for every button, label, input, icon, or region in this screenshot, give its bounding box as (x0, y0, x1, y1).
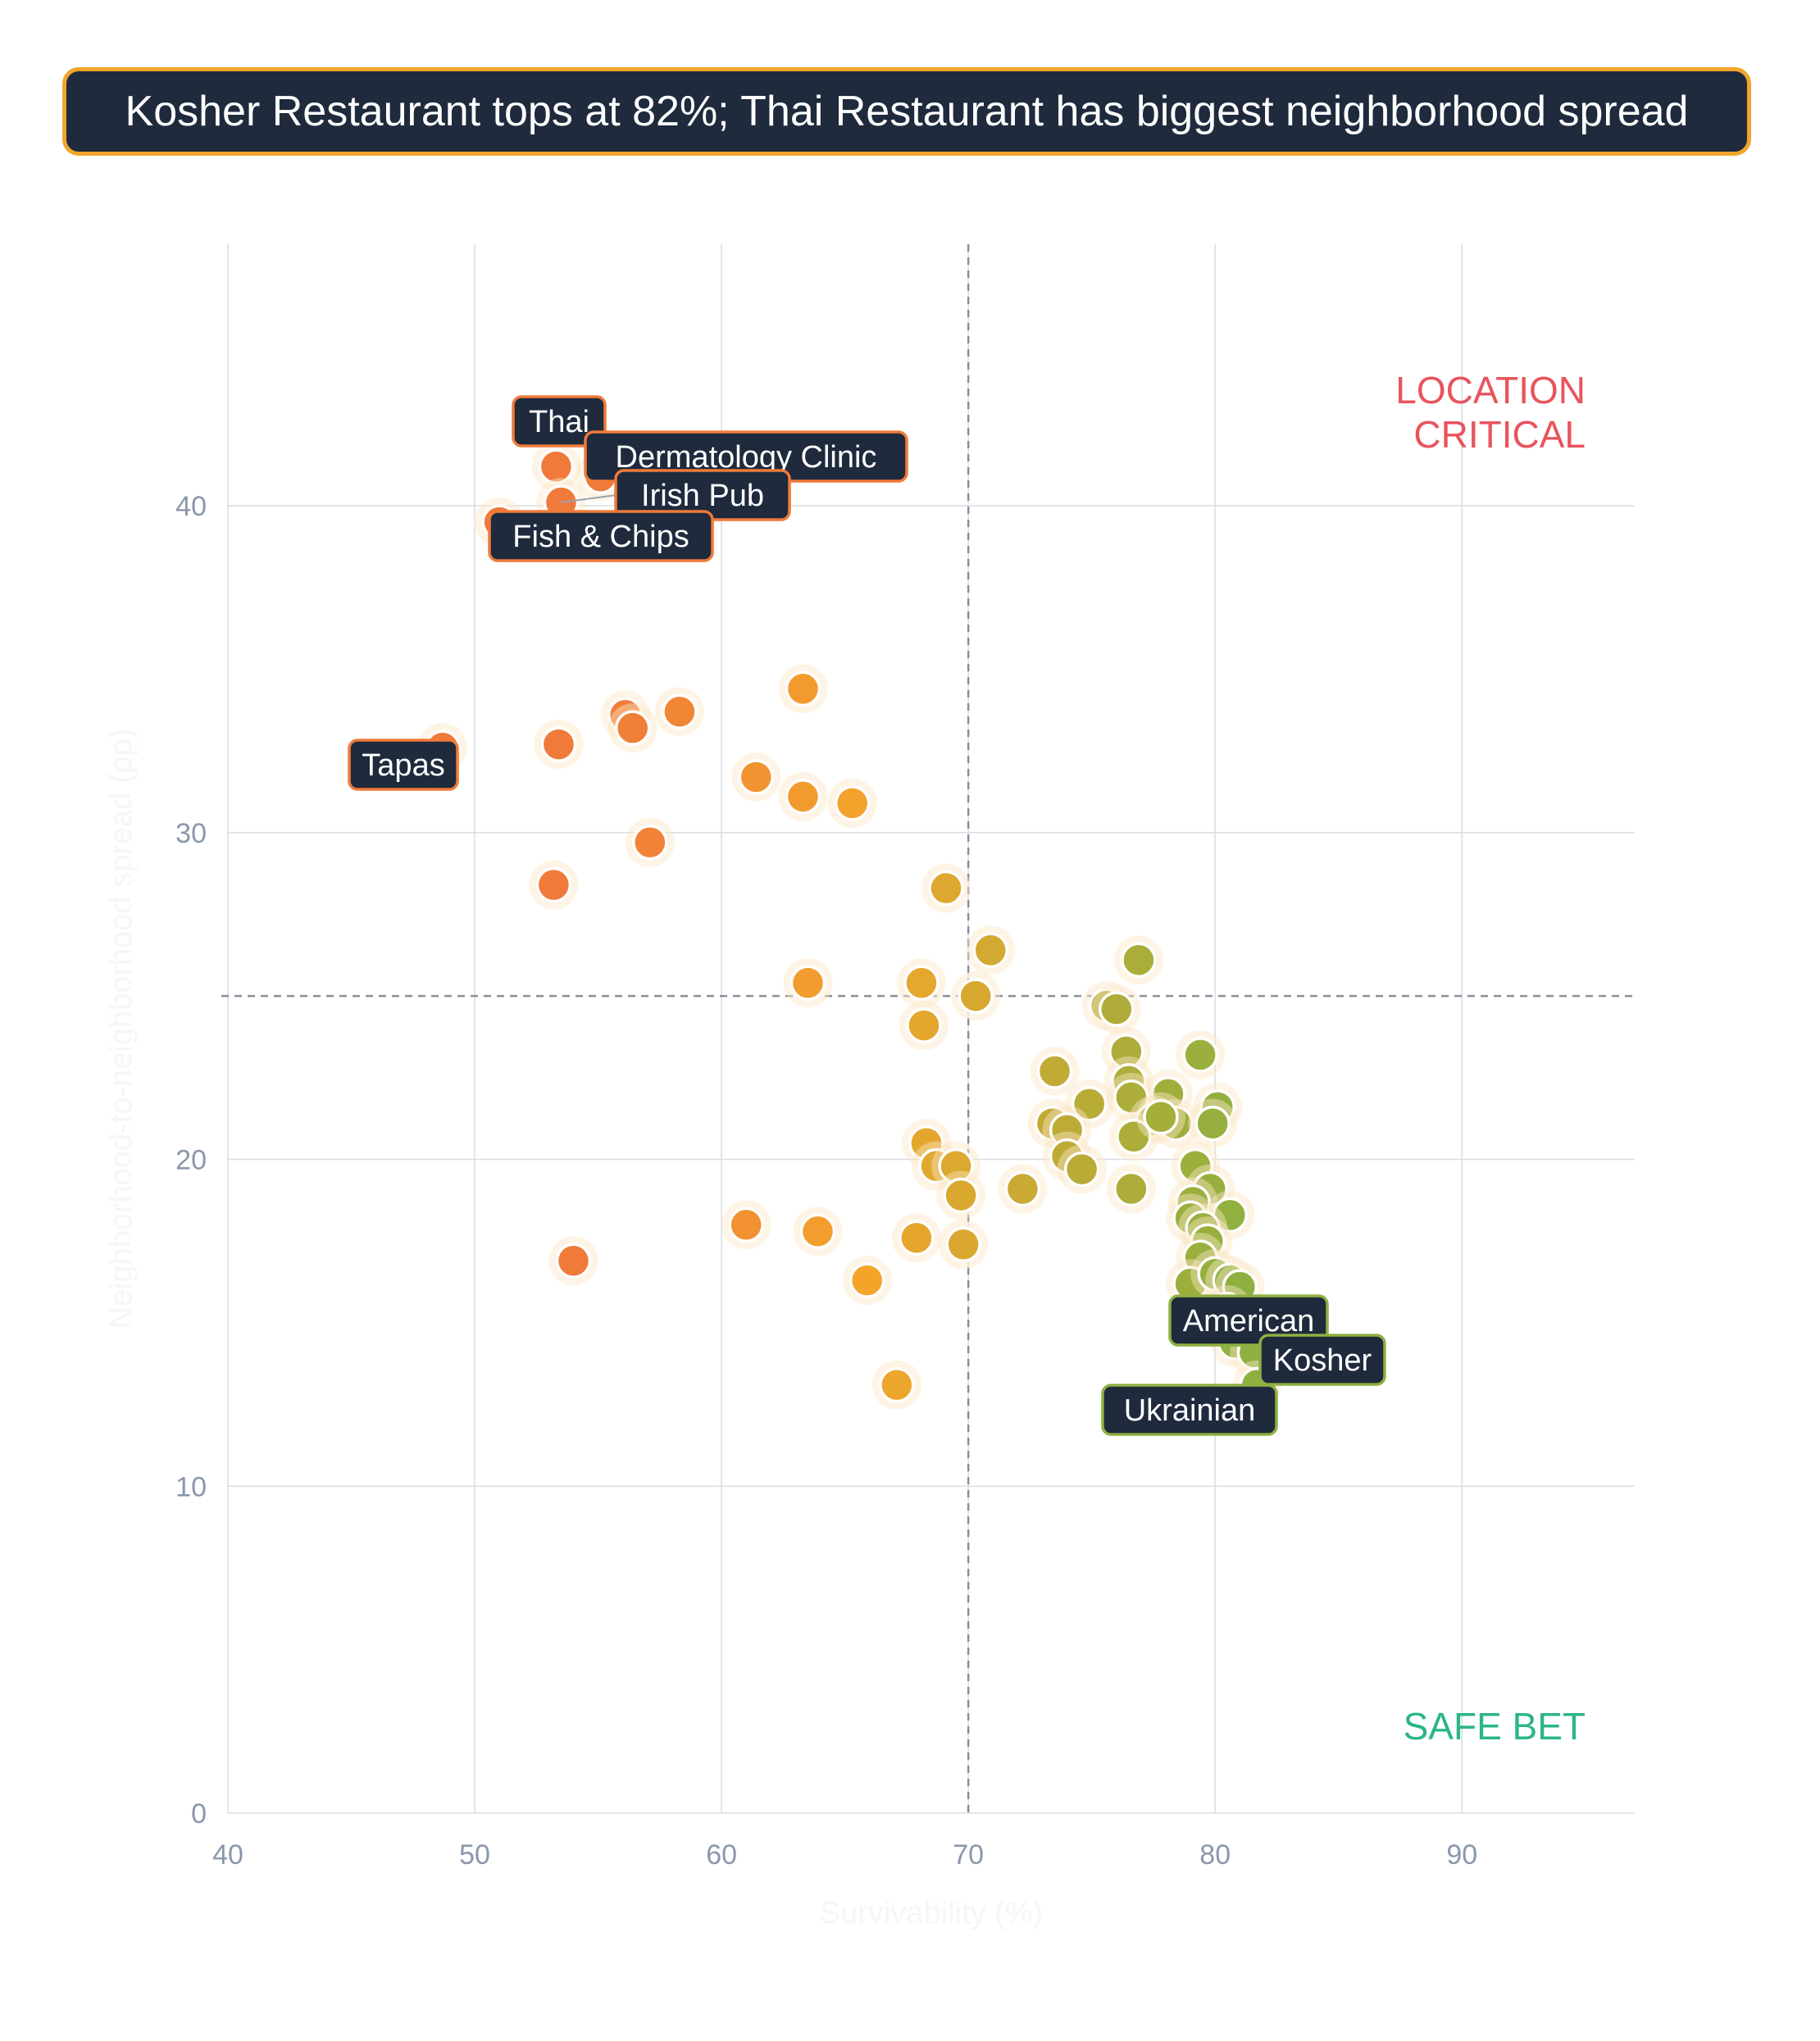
data-point (778, 771, 828, 821)
data-point (778, 664, 828, 714)
data-point (1042, 1105, 1092, 1155)
data-point (998, 1164, 1048, 1214)
data-point (936, 1171, 986, 1221)
y-tick-label: 0 (191, 1798, 207, 1830)
data-points (417, 442, 1282, 1410)
data-point (721, 1200, 771, 1250)
data-point (921, 863, 971, 913)
point-label-text: Tapas (362, 748, 444, 783)
data-point (783, 958, 833, 1008)
point-label-text: Irish Pub (641, 479, 764, 513)
point-label-text: Ukrainian (1124, 1393, 1256, 1428)
data-point (1030, 1046, 1080, 1096)
x-tick-label: 70 (953, 1839, 984, 1871)
data-point (951, 971, 1001, 1021)
point-label: American (1168, 1294, 1329, 1347)
data-point (607, 703, 657, 753)
point-labels: Thai Dermatology Clinic Irish Pub Fish & Ch… (348, 395, 1386, 1436)
point-label: Fish & Chips (488, 510, 714, 562)
data-point (531, 442, 581, 492)
y-tick-label: 10 (175, 1471, 207, 1502)
y-axis-title: Neighborhood-to-neighborhood spread (pp) (104, 728, 139, 1329)
data-point (793, 1207, 843, 1257)
y-tick-label: 40 (175, 491, 207, 522)
y-tick-label: 20 (175, 1145, 207, 1176)
point-label: Irish Pub (561, 469, 791, 521)
data-point (899, 1001, 949, 1051)
data-point (534, 720, 584, 770)
data-point (1101, 1026, 1151, 1076)
data-point (529, 860, 579, 910)
data-point (966, 925, 1016, 975)
data-point (1106, 1164, 1156, 1214)
data-point (548, 1236, 598, 1286)
point-label: Thai (512, 395, 607, 448)
y-axis-ticks: 0 10 20 30 40 (175, 491, 207, 1830)
data-point (731, 752, 781, 802)
quadrant-label-safe-bet: SAFE BET (1404, 1705, 1586, 1748)
x-axis-ticks: 40 50 60 70 80 90 (212, 1839, 1477, 1871)
point-label: Tapas (348, 739, 459, 791)
x-tick-label: 80 (1199, 1839, 1231, 1871)
data-point (1176, 1030, 1226, 1080)
chart-title-banner: Kosher Restaurant tops at 82%; Thai Rest… (62, 67, 1751, 156)
data-point (1091, 984, 1141, 1034)
point-label: Ukrainian (1101, 1384, 1278, 1436)
x-tick-label: 90 (1446, 1839, 1477, 1871)
point-label-text: American (1183, 1304, 1315, 1339)
x-tick-label: 50 (459, 1839, 490, 1871)
grid-lines (227, 244, 1635, 1814)
quadrant-label-critical: CRITICAL (1413, 413, 1586, 456)
point-label-text: Thai (529, 405, 589, 439)
data-point (842, 1256, 892, 1306)
data-point (1113, 935, 1163, 985)
x-tick-label: 60 (706, 1839, 737, 1871)
data-point (871, 1360, 921, 1410)
data-point (654, 687, 704, 737)
data-point (1057, 1144, 1107, 1194)
data-point (891, 1213, 941, 1263)
data-point (896, 958, 946, 1008)
data-point (827, 778, 877, 828)
data-point (1188, 1098, 1238, 1148)
quadrant-label-location: LOCATION (1395, 369, 1586, 411)
data-point (625, 817, 675, 867)
data-point (1135, 1092, 1185, 1142)
point-label-text: Dermatology Clinic (616, 440, 877, 475)
x-tick-label: 40 (212, 1839, 243, 1871)
data-point (939, 1220, 989, 1270)
point-label-text: Kosher (1273, 1343, 1372, 1378)
x-axis-title: Survivability (%) (820, 1896, 1043, 1930)
point-label: Kosher (1258, 1334, 1386, 1386)
point-label-text: Fish & Chips (512, 520, 689, 554)
y-tick-label: 30 (175, 818, 207, 849)
